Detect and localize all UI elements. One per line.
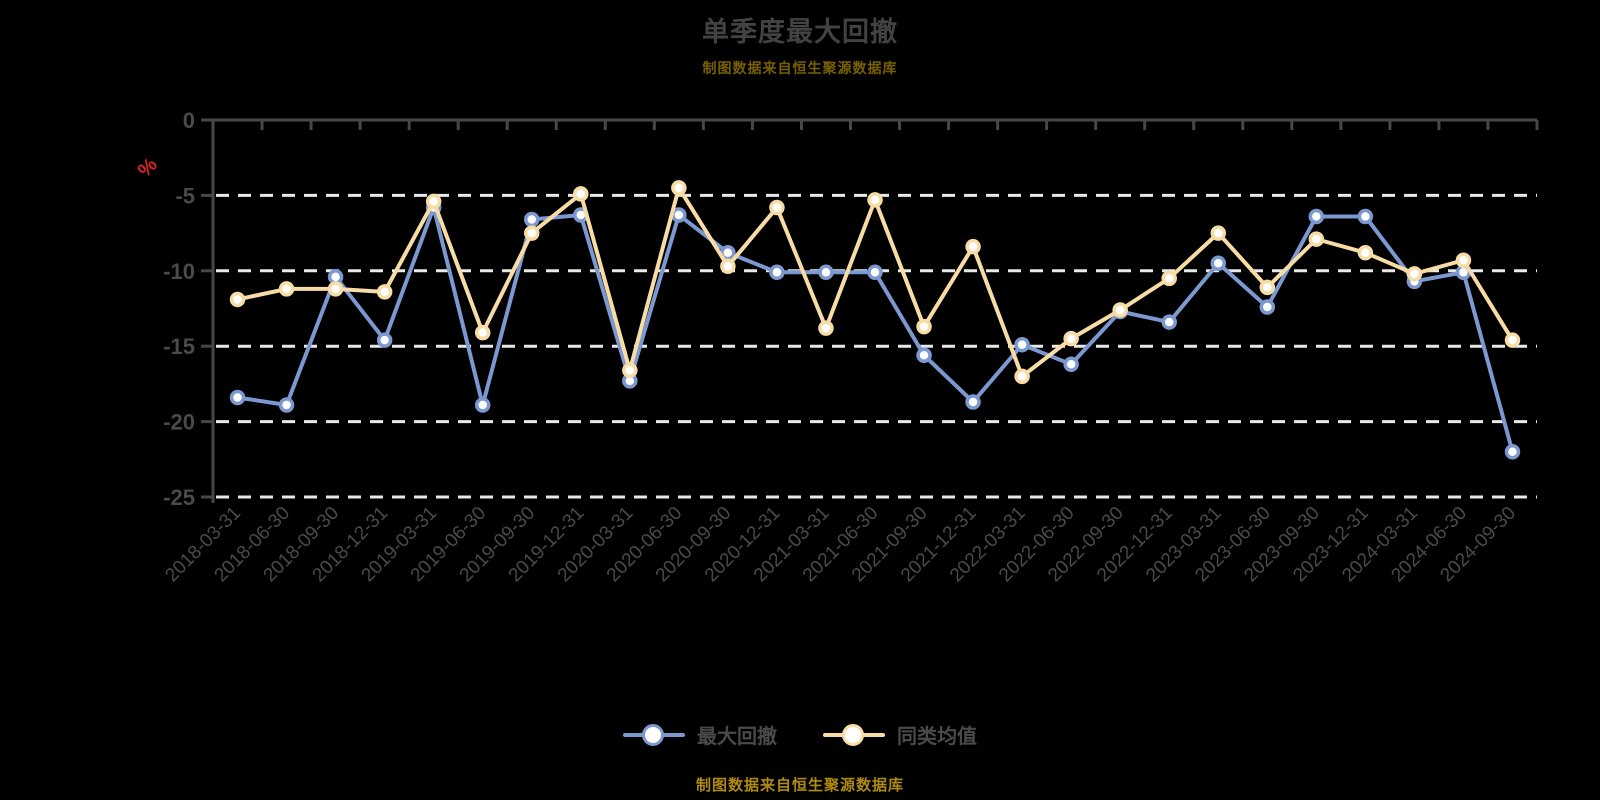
- chart-title: 单季度最大回撤: [702, 17, 898, 47]
- data-point-1-22[interactable]: [1308, 231, 1325, 247]
- data-point-0-6[interactable]: [523, 211, 540, 228]
- data-point-0-26[interactable]: [1504, 444, 1521, 460]
- data-point-1-17[interactable]: [1063, 330, 1079, 347]
- data-point-0-1[interactable]: [278, 397, 295, 413]
- y-axis-unit-label: %: [134, 154, 162, 182]
- data-point-0-14[interactable]: [916, 347, 932, 363]
- data-point-1-5[interactable]: [474, 324, 491, 341]
- data-point-1-15[interactable]: [965, 238, 981, 255]
- data-point-1-13[interactable]: [867, 192, 883, 208]
- data-point-0-23[interactable]: [1357, 208, 1374, 225]
- data-point-1-20[interactable]: [1210, 225, 1227, 241]
- y-tick-label: -20: [163, 410, 195, 435]
- data-point-0-16[interactable]: [1014, 336, 1030, 353]
- data-point-0-2[interactable]: [327, 269, 344, 285]
- data-point-1-25[interactable]: [1455, 252, 1472, 268]
- data-point-1-23[interactable]: [1357, 244, 1374, 261]
- chart-legend: 最大回撤 同类均值: [0, 720, 1600, 749]
- data-point-0-0[interactable]: [229, 389, 246, 406]
- y-tick-label: -15: [163, 334, 195, 359]
- data-point-0-11[interactable]: [769, 264, 785, 281]
- legend-label: 最大回撤: [697, 726, 777, 748]
- data-point-0-20[interactable]: [1210, 255, 1227, 272]
- data-point-1-11[interactable]: [769, 199, 785, 216]
- data-point-1-24[interactable]: [1406, 266, 1423, 282]
- data-point-0-22[interactable]: [1308, 208, 1325, 225]
- data-point-1-19[interactable]: [1161, 270, 1177, 287]
- data-point-0-15[interactable]: [965, 394, 981, 410]
- data-point-1-6[interactable]: [523, 225, 540, 241]
- data-point-1-18[interactable]: [1112, 302, 1128, 318]
- data-point-1-8[interactable]: [622, 362, 638, 379]
- data-point-1-26[interactable]: [1504, 332, 1521, 348]
- y-tick-label: -10: [163, 259, 195, 284]
- chart-subtitle: 制图数据来自恒生聚源数据库: [702, 60, 898, 76]
- legend-label: 同类均值: [897, 726, 977, 748]
- legend-line-circle-icon: [823, 723, 885, 747]
- data-point-1-10[interactable]: [720, 258, 736, 275]
- data-point-0-5[interactable]: [474, 397, 491, 413]
- data-point-1-16[interactable]: [1014, 368, 1030, 385]
- data-point-1-4[interactable]: [425, 193, 442, 210]
- y-tick-label: -25: [163, 485, 195, 510]
- data-point-1-7[interactable]: [573, 186, 589, 202]
- legend-line-circle-icon: [623, 723, 685, 747]
- footer-caption: 制图数据来自恒生聚源数据库: [695, 777, 904, 794]
- data-point-0-17[interactable]: [1063, 356, 1079, 373]
- y-tick-label: 0: [183, 108, 195, 133]
- legend-item-category-average[interactable]: 同类均值: [823, 720, 977, 749]
- data-point-0-3[interactable]: [376, 332, 393, 348]
- legend-item-max-drawdown[interactable]: 最大回撤: [623, 720, 777, 749]
- data-point-1-12[interactable]: [818, 320, 834, 336]
- y-tick-label: -5: [175, 183, 195, 208]
- data-point-1-3[interactable]: [376, 284, 393, 300]
- data-point-1-14[interactable]: [916, 318, 932, 335]
- data-point-0-19[interactable]: [1161, 314, 1177, 330]
- data-point-1-0[interactable]: [229, 291, 246, 308]
- data-point-1-2[interactable]: [327, 281, 344, 297]
- data-point-0-21[interactable]: [1259, 299, 1276, 315]
- data-point-1-9[interactable]: [671, 180, 687, 196]
- data-point-0-13[interactable]: [867, 264, 883, 281]
- data-point-1-21[interactable]: [1259, 279, 1276, 296]
- data-point-1-1[interactable]: [278, 281, 295, 297]
- data-point-0-12[interactable]: [818, 264, 834, 281]
